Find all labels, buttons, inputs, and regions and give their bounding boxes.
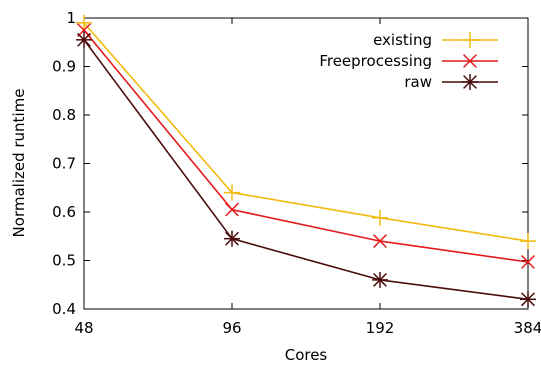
x-tick-label: 384	[514, 319, 541, 337]
y-tick-label: 0.9	[52, 58, 76, 76]
series-line-raw	[83, 39, 529, 301]
legend-label-freeprocessing: Freeprocessing	[319, 52, 432, 70]
data-point-freeprocessing	[77, 23, 91, 38]
y-tick-label: 1	[66, 9, 76, 27]
data-point-existing	[224, 184, 240, 201]
y-axis: 0.4 0.5 0.6 0.7 0.8 0.9 1	[52, 9, 528, 318]
data-point-raw	[372, 271, 388, 288]
x-tick-label: 96	[222, 319, 241, 337]
data-point-raw	[224, 230, 240, 247]
data-point-freeprocessing	[521, 255, 535, 269]
legend-label-raw: raw	[404, 73, 432, 91]
data-point-existing	[520, 233, 536, 250]
data-point-raw	[520, 291, 536, 308]
y-axis-title: Normalized runtime	[10, 89, 28, 238]
series-layer	[76, 14, 536, 308]
y-tick-label: 0.8	[52, 106, 76, 124]
legend-marker-existing	[462, 32, 478, 48]
data-point-raw	[76, 31, 92, 48]
y-tick-label: 0.4	[52, 300, 76, 318]
y-tick-label: 0.5	[52, 252, 76, 270]
series-line-freeprocessing	[83, 29, 529, 263]
data-point-existing	[76, 14, 92, 31]
y-tick-label: 0.6	[52, 203, 76, 221]
legend-marker-freeprocessing	[463, 54, 477, 68]
x-axis: 48 96 192 384	[74, 18, 541, 337]
x-axis-title: Cores	[285, 346, 328, 364]
data-point-freeprocessing	[225, 202, 239, 217]
legend: existing Freeprocessing raw	[319, 31, 498, 91]
legend-label-existing: existing	[373, 31, 432, 49]
x-tick-label: 192	[366, 319, 395, 337]
data-point-freeprocessing	[373, 234, 387, 249]
y-tick-label: 0.7	[52, 155, 76, 173]
data-point-existing	[372, 209, 388, 226]
x-tick-label: 48	[74, 319, 93, 337]
legend-marker-raw	[462, 74, 478, 90]
series-line-existing	[83, 22, 529, 242]
